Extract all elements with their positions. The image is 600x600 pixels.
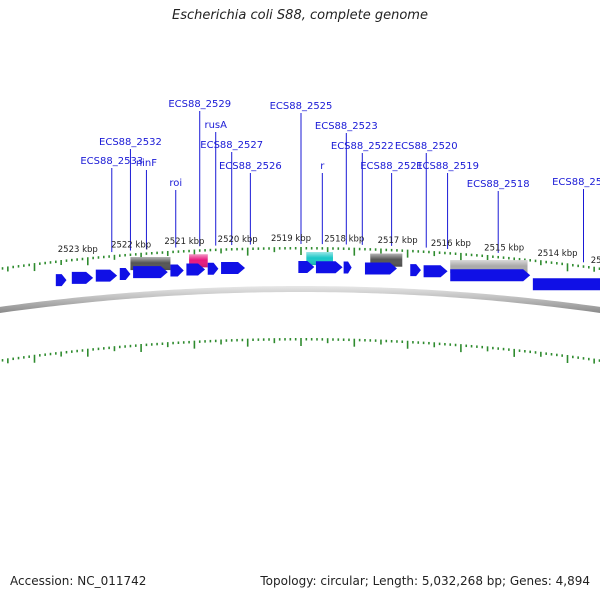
gene-label: ECS88_2532 xyxy=(99,137,162,148)
gene-label: ECS88_2518 xyxy=(467,179,530,190)
gene-label: ECS88_2517 xyxy=(552,177,600,188)
gene-arrow xyxy=(423,265,448,278)
gene-label: ECS88_2523 xyxy=(315,121,378,132)
gene-arrow xyxy=(133,266,168,279)
gene-label: ECS88_2529 xyxy=(168,99,231,110)
backbone-arc xyxy=(0,286,600,313)
backbone-band xyxy=(0,286,600,313)
gene-label: r xyxy=(320,161,325,172)
scale-label: 2521 kbp xyxy=(164,237,204,247)
accession-text: Accession: NC_011742 xyxy=(10,574,147,588)
scale-labels: 2523 kbp 2522 kbp 2521 kbp 2520 kbp 2519 kbp… xyxy=(58,234,600,266)
gene-arrow xyxy=(410,264,421,277)
map-title: Escherichia coli S88, complete genome xyxy=(172,8,428,23)
scale-label: 2515 kbp xyxy=(484,243,524,253)
scale-label: 2514 kbp xyxy=(537,249,577,259)
gene-arrow xyxy=(119,268,131,281)
gene-label: ECS88_2522 xyxy=(331,141,394,152)
scale-label: 2516 kbp xyxy=(431,239,471,249)
scale-label: 2513 kbp xyxy=(591,256,600,266)
gene-label: ECS88_2519 xyxy=(416,161,479,172)
gene-arrow xyxy=(315,261,343,274)
gene-label: ECS88_2533 xyxy=(80,156,143,167)
gene-arrow xyxy=(95,269,118,282)
gene-label: ECS88_2520 xyxy=(395,141,458,152)
gene-label: rusA xyxy=(204,120,227,131)
gene-label: ECS88_2521 xyxy=(360,161,423,172)
outer-tick-ring xyxy=(1,247,600,272)
inner-tick-ring xyxy=(1,338,600,364)
scale-label: 2518 kbp xyxy=(324,234,364,244)
gene-track xyxy=(55,261,600,291)
scale-label: 2522 kbp xyxy=(111,240,151,250)
gene-label: roi xyxy=(169,178,182,189)
gene-labels: ECS88_2533 ECS88_2532 ninF roi ECS88_2529rus… xyxy=(80,99,600,190)
gene-arrow xyxy=(532,278,600,291)
gene-arrow xyxy=(364,262,397,275)
gene-label: ECS88_2527 xyxy=(200,140,263,151)
label-leader-lines xyxy=(111,111,584,263)
genome-summary-text: Topology: circular; Length: 5,032,268 bp… xyxy=(260,574,590,588)
gene-arrow xyxy=(450,269,531,282)
gene-arrow xyxy=(221,262,246,275)
gene-label: ECS88_2525 xyxy=(270,101,333,112)
gene-arrow xyxy=(55,274,67,287)
gene-arrow xyxy=(207,262,219,275)
gene-arrow xyxy=(343,261,352,274)
scale-label: 2520 kbp xyxy=(218,235,258,245)
gene-arrow xyxy=(298,261,315,274)
scale-label: 2519 kbp xyxy=(271,234,311,244)
gene-arrow xyxy=(186,263,206,276)
scale-label: 2523 kbp xyxy=(58,245,98,255)
gene-label: ninF xyxy=(136,158,157,169)
gene-arrow xyxy=(71,271,94,284)
scale-label: 2517 kbp xyxy=(378,236,418,246)
gene-label: ECS88_2526 xyxy=(219,161,282,172)
gene-arrow xyxy=(170,264,184,277)
